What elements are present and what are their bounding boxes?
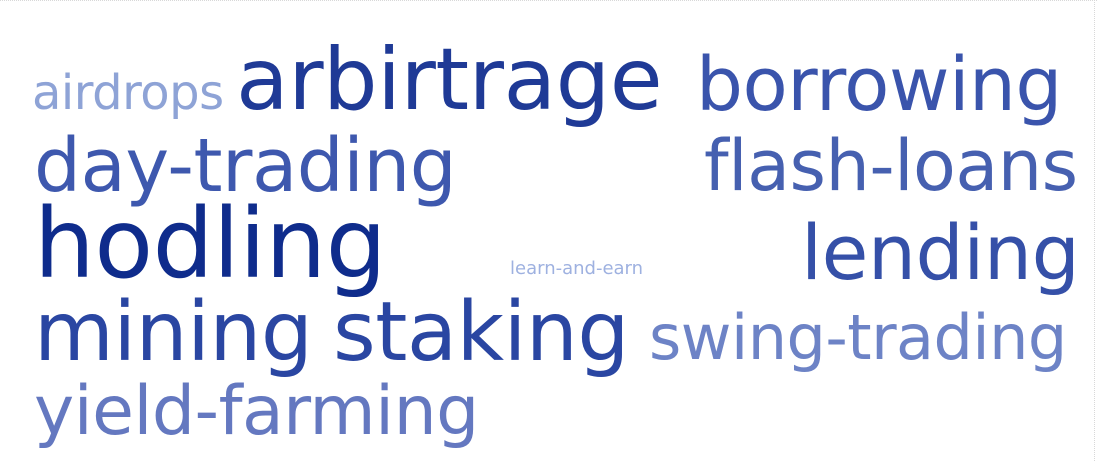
word-borrowing: borrowing <box>696 42 1062 128</box>
word-mining: mining <box>34 285 313 380</box>
word-learn-and-earn: learn-and-earn <box>510 258 644 279</box>
word-hodling: hodling <box>34 188 387 300</box>
word-yield-farming: yield-farming <box>34 372 479 451</box>
word-arbirtrage: arbirtrage <box>236 30 663 130</box>
word-day-trading: day-trading <box>34 123 457 209</box>
word-airdrops: airdrops <box>32 65 224 121</box>
top-border <box>0 0 1097 1</box>
word-swing-trading: swing-trading <box>649 301 1067 374</box>
right-border <box>1094 0 1095 461</box>
word-staking: staking <box>333 285 629 380</box>
word-flash-loans: flash-loans <box>704 125 1078 207</box>
word-lending: lending <box>801 208 1080 297</box>
